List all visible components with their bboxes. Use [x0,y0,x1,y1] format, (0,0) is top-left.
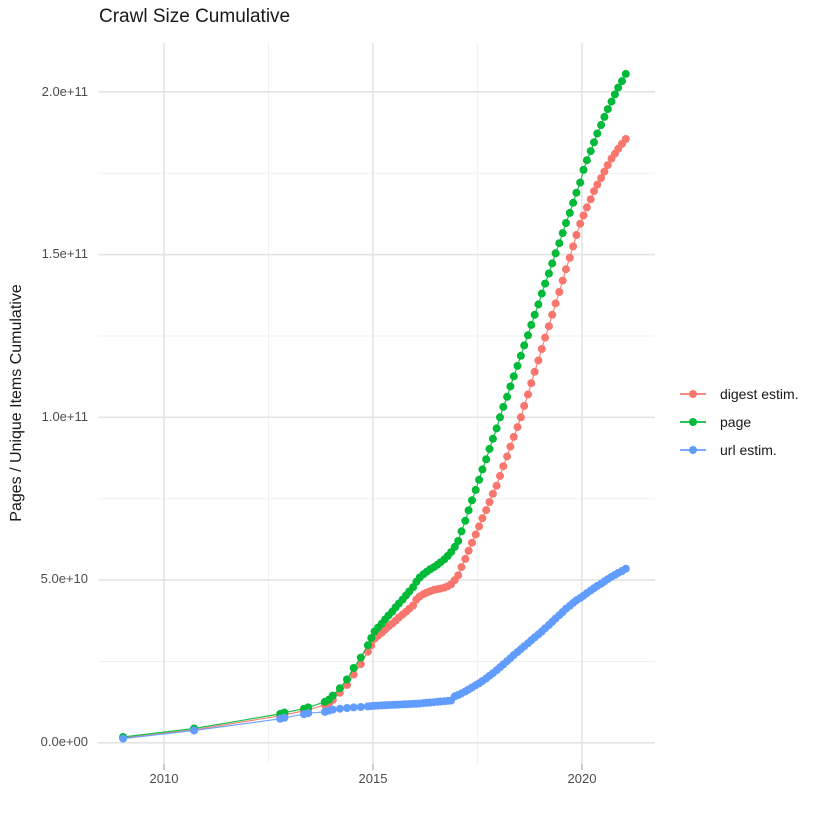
legend-item-page: page [678,408,799,436]
x-tick-label-2020: 2020 [567,771,597,786]
gridlines-minor [98,43,655,764]
x-tick-label-2015: 2015 [358,771,388,786]
x-tick-label-2010: 2010 [149,771,179,786]
series-digest-estim-points [119,135,630,742]
legend-label: page [720,414,752,430]
y-tick-label-2: 1.0e+11 [41,409,88,424]
chart-title: Crawl Size Cumulative [99,6,291,27]
legend-label: url estim. [720,442,777,458]
series-url-estim-points [119,564,630,743]
legend-key-dot [689,446,697,454]
legend-item-url-estim: url estim. [678,436,799,464]
legend-key-dot [689,418,697,426]
series-page-points [119,69,630,741]
y-tick-label-3: 1.5e+11 [41,246,88,261]
x-axis-ticks [163,764,583,770]
gridlines-major [98,43,655,764]
legend-label: digest estim. [720,386,799,402]
series-digest-estim-line [123,138,627,739]
y-tick-label-1: 5.0e+10 [40,571,88,586]
y-tick-label-4: 2.0e+11 [41,84,88,99]
y-axis-title-text: Pages / Unique Items Cumulative [8,284,25,522]
legend: digest estim. page url estim. [678,380,799,464]
legend-item-digest-estim: digest estim. [678,380,799,408]
series-url-estim-line [123,568,627,740]
legend-key-url-estim-icon [678,442,708,458]
y-tick-label-0: 0.0e+00 [40,734,88,749]
legend-key-dot [689,390,697,398]
legend-key-page-icon [678,414,708,430]
legend-key-digest-estim-icon [678,386,708,402]
